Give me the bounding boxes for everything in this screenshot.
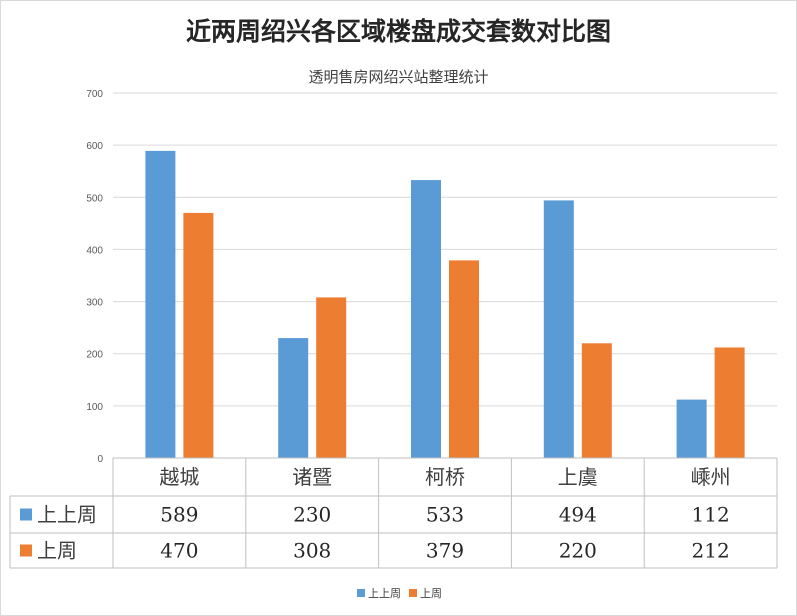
- y-tick-label-300: 300: [86, 298, 103, 309]
- category-label-嵊州: 嵊州: [691, 465, 731, 489]
- y-tick-label-0: 0: [97, 454, 103, 465]
- bar-越城-上上周: [145, 150, 176, 458]
- y-tick-label-100: 100: [86, 402, 103, 413]
- table-value-上周-越城: 470: [160, 539, 198, 563]
- table-series-label-上上周: 上上周: [37, 503, 97, 527]
- bar-柯桥-上上周: [411, 180, 441, 459]
- category-label-上虞: 上虞: [558, 465, 598, 489]
- y-tick-label-400: 400: [86, 245, 103, 256]
- legend-key-上上周: [357, 589, 365, 597]
- bar-诸暨-上上周: [278, 338, 309, 458]
- bar-诸暨-上周: [316, 297, 347, 458]
- table-value-上周-柯桥: 379: [426, 539, 464, 563]
- table-series-label-上周: 上周: [37, 539, 77, 563]
- table-legend-key-上上周: [20, 508, 32, 521]
- gridlines: 0 100 200 300 400 500 600 700: [86, 89, 777, 465]
- legend-label-上上周: 上上周: [368, 587, 401, 600]
- bars: [145, 150, 745, 459]
- table-value-上上周-嵊州: 112: [692, 503, 730, 527]
- y-tick-label-500: 500: [86, 193, 103, 204]
- bar-上虞-上上周: [543, 200, 574, 458]
- bar-越城-上周: [183, 212, 214, 458]
- bar-嵊州-上周: [714, 347, 745, 458]
- table-value-上周-诸暨: 308: [293, 539, 331, 563]
- table-value-上上周-上虞: 494: [559, 503, 597, 527]
- chart-title: 近两周绍兴各区域楼盘成交套数对比图: [185, 17, 611, 46]
- bar-柯桥-上周: [449, 260, 479, 458]
- legend-key-上周: [409, 589, 417, 597]
- category-label-越城: 越城: [159, 465, 199, 489]
- legend: 上上周 上周: [357, 587, 442, 600]
- y-tick-label-700: 700: [86, 89, 103, 100]
- category-label-柯桥: 柯桥: [425, 465, 465, 489]
- table-legend-key-上周: [20, 544, 32, 557]
- bar-上虞-上周: [581, 343, 612, 458]
- y-tick-label-600: 600: [86, 141, 103, 152]
- table-value-上周-嵊州: 212: [692, 539, 730, 563]
- table-value-上上周-诸暨: 230: [293, 503, 331, 527]
- bar-嵊州-上上周: [676, 399, 707, 458]
- y-tick-label-200: 200: [86, 350, 103, 361]
- chart-subtitle: 透明售房网绍兴站整理统计: [308, 68, 489, 86]
- table-value-上周-上虞: 220: [559, 539, 597, 563]
- legend-label-上周: 上周: [420, 587, 442, 600]
- category-label-诸暨: 诸暨: [292, 465, 332, 489]
- table-value-上上周-越城: 589: [160, 503, 198, 527]
- table-value-上上周-柯桥: 533: [426, 503, 464, 527]
